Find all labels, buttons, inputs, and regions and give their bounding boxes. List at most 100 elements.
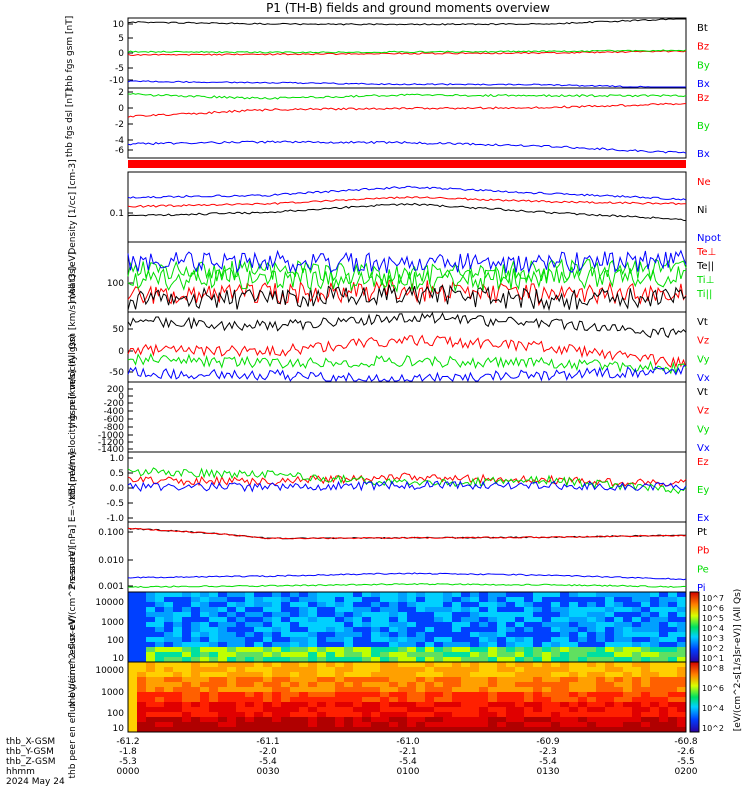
colorbar-tick-label: 10^6 — [702, 684, 724, 693]
spectrogram-cell — [668, 727, 678, 733]
footer-row-label: thb_Z-GSM — [6, 757, 55, 767]
spectrogram-cell — [398, 727, 408, 733]
spectrogram-cell — [452, 597, 462, 603]
spectrogram-cell — [416, 592, 426, 598]
spectrogram-cell — [524, 602, 534, 608]
spectrogram-cell — [641, 657, 651, 663]
spectrogram-cell — [218, 667, 228, 673]
spectrogram-cell — [551, 687, 561, 693]
spectrogram-cell — [155, 667, 165, 673]
spectrogram-cell — [452, 627, 462, 633]
spectrogram-cell — [677, 602, 687, 608]
spectrogram-cell — [209, 647, 219, 653]
spectrogram-cell — [263, 632, 273, 638]
spectrogram-cell — [344, 597, 354, 603]
spectrogram-cell — [470, 682, 480, 688]
spectrogram-cell — [407, 617, 417, 623]
spectrogram-cell — [542, 727, 552, 733]
spectrogram-cell — [389, 652, 399, 658]
spectrogram-cell — [524, 667, 534, 673]
spectrogram-cell — [614, 727, 624, 733]
spectrogram-cell — [362, 697, 372, 703]
spectrogram-cell — [560, 662, 570, 668]
spectrogram-cell — [407, 662, 417, 668]
spectrogram-cell — [524, 692, 534, 698]
spectrogram-cell — [605, 607, 615, 613]
spectrogram-cell — [254, 707, 264, 713]
spectrogram-cell — [497, 702, 507, 708]
spectrogram-cell — [578, 622, 588, 628]
spectrogram-cell — [182, 627, 192, 633]
spectrogram-cell — [254, 682, 264, 688]
footer-value: -60.9 — [536, 737, 560, 747]
spectrogram-cell — [623, 677, 633, 683]
spectrogram-cell — [551, 712, 561, 718]
spectrogram-cell — [587, 727, 597, 733]
spectrogram-cell — [632, 607, 642, 613]
spectrogram-cell — [560, 637, 570, 643]
spectrogram-cell — [281, 632, 291, 638]
spectrogram-cell — [263, 697, 273, 703]
spectrogram-cell — [362, 607, 372, 613]
spectrogram-cell — [137, 622, 147, 628]
spectrogram-cell — [659, 722, 669, 728]
spectrogram-cell — [668, 602, 678, 608]
spectrogram-cell — [632, 632, 642, 638]
y-tick-label: -1.0 — [106, 514, 124, 524]
spectrogram-cell — [236, 592, 246, 598]
spectrogram-cell — [200, 697, 210, 703]
spectrogram-cell — [191, 592, 201, 598]
spectrogram-cell — [200, 717, 210, 723]
spectrogram-cell — [668, 647, 678, 653]
spectrogram-cell — [317, 632, 327, 638]
legend-vy: Vy — [697, 424, 710, 435]
spectrogram-cell — [677, 637, 687, 643]
spectrogram-cell — [317, 727, 327, 733]
spectrogram-cell — [677, 697, 687, 703]
spectrogram-cell — [353, 707, 363, 713]
footer-value: -61.1 — [256, 737, 279, 747]
spectrogram-cell — [407, 627, 417, 633]
spectrogram-cell — [146, 592, 156, 598]
footer-value: 0200 — [675, 767, 698, 777]
spectrogram-cell — [641, 642, 651, 648]
spectrogram-cell — [218, 717, 228, 723]
spectrogram-cell — [506, 602, 516, 608]
spectrogram-cell — [164, 727, 174, 733]
series-trace — [127, 249, 687, 274]
spectrogram-cell — [128, 682, 138, 688]
spectrogram-cell — [461, 617, 471, 623]
spectrogram-cell — [137, 612, 147, 618]
spectrogram-cell — [317, 642, 327, 648]
spectrogram-cell — [182, 632, 192, 638]
spectrogram-cell — [389, 597, 399, 603]
spectrogram-cell — [416, 662, 426, 668]
spectrogram-cell — [200, 662, 210, 668]
spectrogram-cell — [254, 652, 264, 658]
spectrogram-cell — [155, 662, 165, 668]
y-tick-label: 10000 — [95, 666, 124, 676]
spectrogram-cell — [128, 727, 138, 733]
spectrogram-cell — [191, 707, 201, 713]
spectrogram-cell — [371, 702, 381, 708]
spectrogram-cell — [299, 692, 309, 698]
spectrogram-cell — [551, 662, 561, 668]
spectrogram-cell — [335, 637, 345, 643]
spectrogram-cell — [443, 667, 453, 673]
spectrogram-cell — [380, 727, 390, 733]
spectrogram-cell — [524, 652, 534, 658]
spectrogram-cell — [488, 707, 498, 713]
spectrogram-cell — [479, 597, 489, 603]
spectrogram-cell — [614, 647, 624, 653]
spectrogram-cell — [389, 592, 399, 598]
spectrogram-cell — [479, 662, 489, 668]
spectrogram-cell — [218, 712, 228, 718]
spectrogram-cell — [164, 667, 174, 673]
spectrogram-cell — [281, 667, 291, 673]
spectrogram-cell — [632, 677, 642, 683]
spectrogram-cell — [218, 657, 228, 663]
spectrogram-cell — [515, 677, 525, 683]
spectrogram-cell — [308, 712, 318, 718]
panel-6: thb peer velocity gsm [km/s] (All Qs) 200… — [68, 334, 710, 500]
spectrogram-cell — [236, 682, 246, 688]
